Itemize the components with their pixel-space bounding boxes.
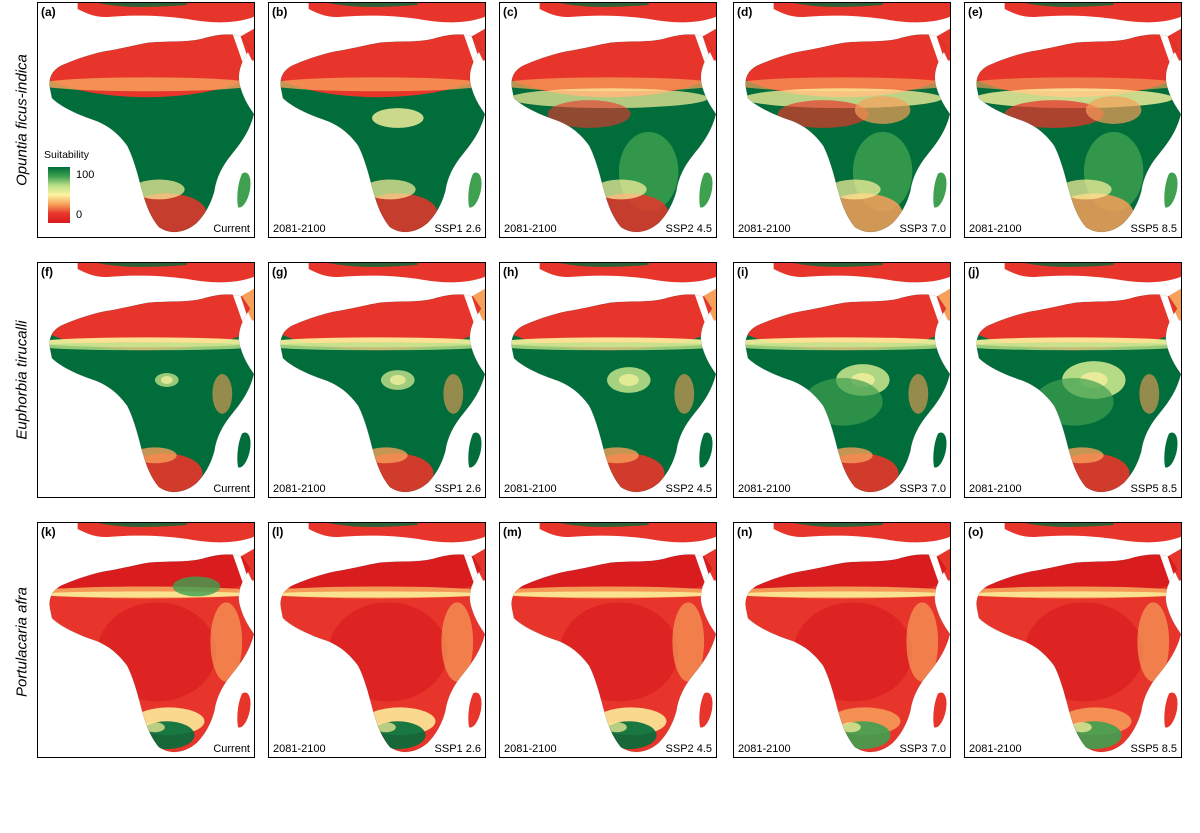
africa-suitability-map [280,523,485,753]
map-panel: (k) Current [37,522,255,758]
panel-letter: (b) [272,5,288,19]
panel-letter: (n) [737,525,753,539]
map-panel: (j) 2081-2100 SSP5 8.5 [964,262,1182,498]
period-label: 2081-2100 [738,223,791,235]
map-panel: (m) 2081-2100 SSP2 4.5 [499,522,717,758]
period-label: 2081-2100 [738,743,791,755]
scenario-label: SSP3 7.0 [899,743,946,755]
map-panel: (g) 2081-2100 SSP1 2.6 [268,262,486,498]
period-label: 2081-2100 [273,483,326,495]
scenario-label: SSP2 4.5 [665,743,712,755]
suitability-legend: Suitability 100 0 [44,149,114,229]
period-label: 2081-2100 [504,743,557,755]
africa-suitability-map [511,3,716,233]
species-label: Portulacaria afra [13,586,31,698]
scenario-label: SSP2 4.5 [665,223,712,235]
map-panel: (i) 2081-2100 SSP3 7.0 [733,262,951,498]
scenario-label: SSP1 2.6 [434,223,481,235]
africa-suitability-map [511,263,716,493]
panel-letter: (c) [503,5,518,19]
legend-title: Suitability [44,149,89,161]
species-label: Euphorbia tirucalli [13,320,31,440]
period-label: 2081-2100 [504,483,557,495]
map-panel: (e) 2081-2100 SSP5 8.5 [964,2,1182,238]
africa-suitability-map [49,3,254,233]
africa-suitability-map [976,263,1181,493]
species-label: Opuntia ficus-indica [13,54,31,186]
period-label: 2081-2100 [969,483,1022,495]
scenario-label: SSP1 2.6 [434,743,481,755]
scenario-label: SSP3 7.0 [899,223,946,235]
africa-suitability-map [976,3,1181,233]
legend-min-label: 0 [76,209,83,221]
map-panel: (l) 2081-2100 SSP1 2.6 [268,522,486,758]
panel-letter: (i) [737,265,749,279]
panel-letter: (o) [968,525,984,539]
panel-letter: (h) [503,265,519,279]
africa-suitability-map [976,523,1181,753]
map-panel: (h) 2081-2100 SSP2 4.5 [499,262,717,498]
scenario-label: Current [213,743,250,755]
panel-letter: (a) [41,5,56,19]
map-panel: (f) Current [37,262,255,498]
panel-letter: (d) [737,5,753,19]
period-label: 2081-2100 [273,743,326,755]
panel-letter: (k) [41,525,56,539]
map-panel: (n) 2081-2100 SSP3 7.0 [733,522,951,758]
legend-max-label: 100 [76,169,95,181]
africa-suitability-map [280,263,485,493]
panel-letter: (g) [272,265,288,279]
period-label: 2081-2100 [969,223,1022,235]
scenario-label: SSP5 8.5 [1130,223,1177,235]
panel-letter: (j) [968,265,980,279]
africa-suitability-map [745,263,950,493]
africa-suitability-map [745,3,950,233]
panel-letter: (m) [503,525,522,539]
scenario-label: Current [213,483,250,495]
africa-suitability-map [511,523,716,753]
panel-letter: (l) [272,525,284,539]
scenario-label: SSP5 8.5 [1130,483,1177,495]
panel-letter: (f) [41,265,53,279]
scenario-label: SSP2 4.5 [665,483,712,495]
africa-suitability-map [49,263,254,493]
africa-suitability-map [280,3,485,233]
map-panel: (b) 2081-2100 SSP1 2.6 [268,2,486,238]
map-panel: (o) 2081-2100 SSP5 8.5 [964,522,1182,758]
africa-suitability-map [745,523,950,753]
legend-color-ramp [48,167,70,223]
period-label: 2081-2100 [969,743,1022,755]
panel-letter: (e) [968,5,983,19]
period-label: 2081-2100 [504,223,557,235]
scenario-label: SSP1 2.6 [434,483,481,495]
map-panel: (d) 2081-2100 SSP3 7.0 [733,2,951,238]
map-panel: (a) Current Suitability 100 0 [37,2,255,238]
scenario-label: Current [213,223,250,235]
scenario-label: SSP3 7.0 [899,483,946,495]
map-panel: (c) 2081-2100 SSP2 4.5 [499,2,717,238]
period-label: 2081-2100 [273,223,326,235]
scenario-label: SSP5 8.5 [1130,743,1177,755]
period-label: 2081-2100 [738,483,791,495]
africa-suitability-map [49,523,254,753]
